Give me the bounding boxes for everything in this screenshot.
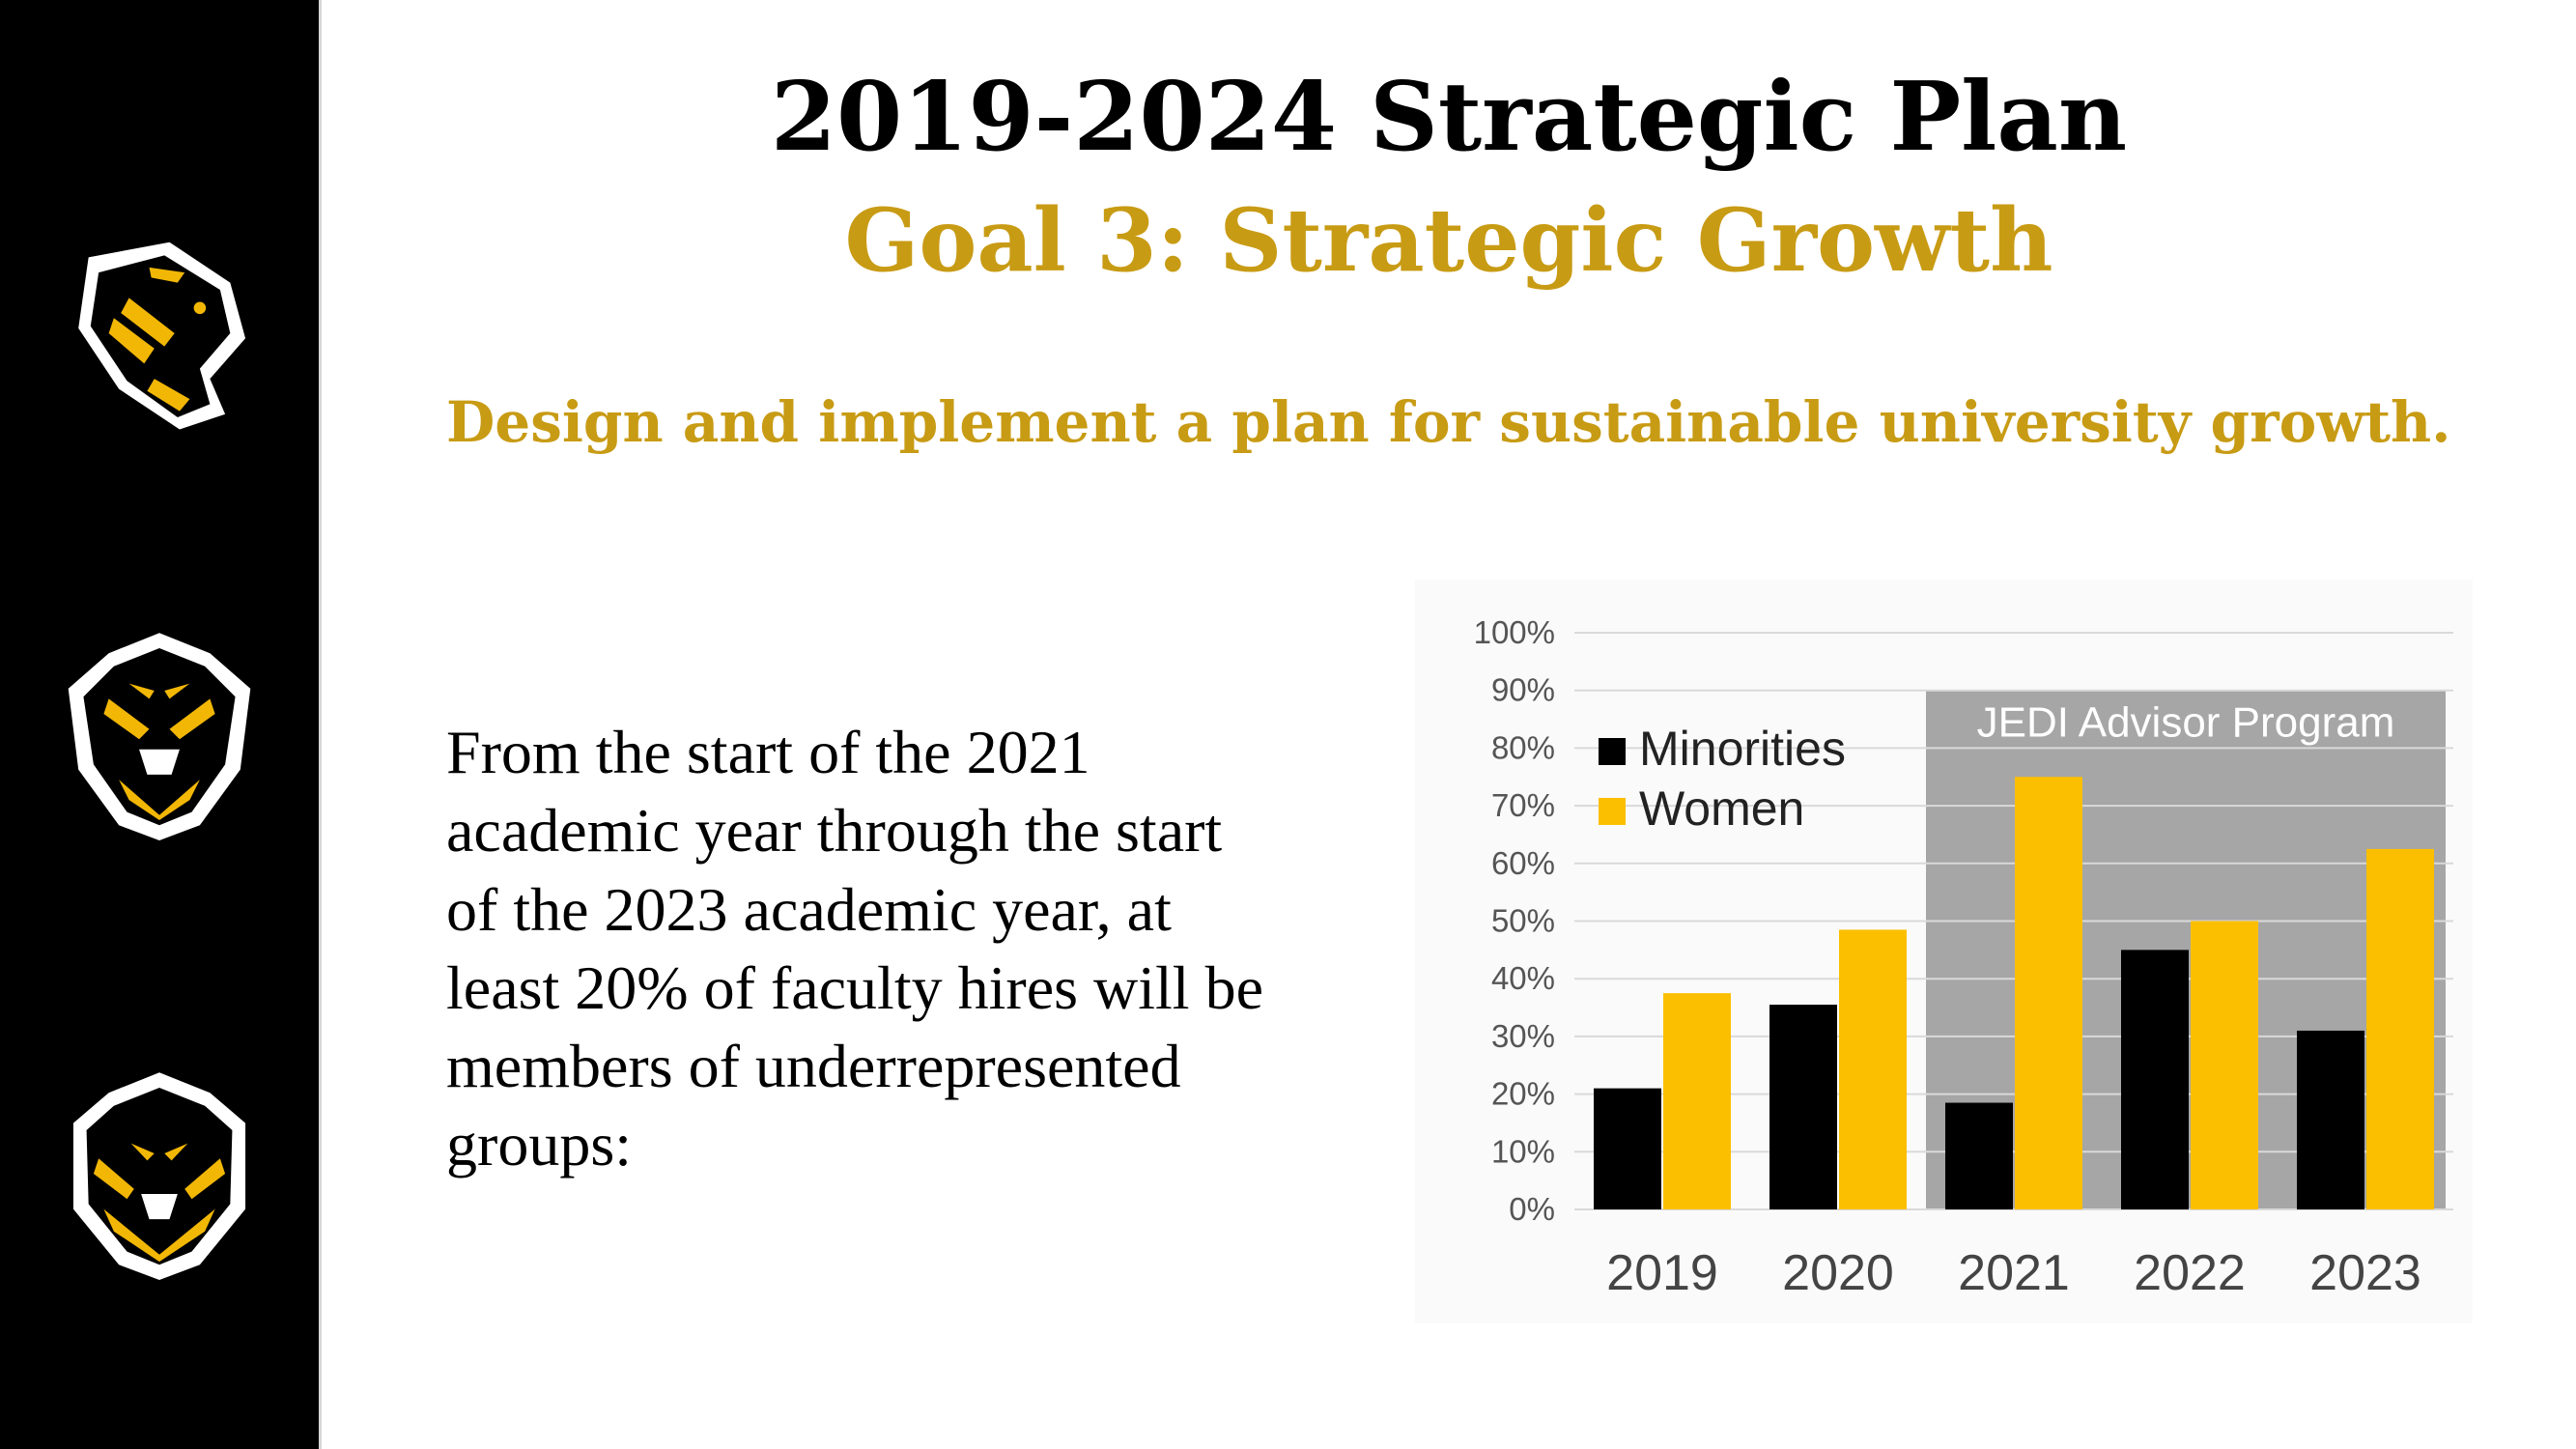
y-tick-label: 50% bbox=[1491, 903, 1555, 939]
bar-minorities-2020 bbox=[1769, 1005, 1837, 1209]
bar-women-2020 bbox=[1839, 929, 1907, 1209]
y-tick-label: 90% bbox=[1491, 672, 1555, 708]
y-tick-label: 0% bbox=[1509, 1191, 1555, 1227]
y-tick-label: 100% bbox=[1474, 614, 1555, 650]
highlight-band-label: JEDI Advisor Program bbox=[1977, 699, 2395, 747]
legend-swatch-minorities bbox=[1599, 738, 1626, 765]
sidebar bbox=[0, 0, 322, 1449]
y-tick-label: 20% bbox=[1491, 1076, 1555, 1112]
goal-heading: Goal 3: Strategic Growth bbox=[844, 189, 2053, 292]
bar-women-2019 bbox=[1663, 993, 1731, 1209]
y-tick-label: 70% bbox=[1491, 787, 1555, 823]
legend-label-minorities: Minorities bbox=[1639, 722, 1846, 776]
bar-women-2021 bbox=[2015, 777, 2082, 1209]
bar-minorities-2019 bbox=[1594, 1088, 1661, 1209]
legend-swatch-women bbox=[1599, 798, 1626, 825]
tiger-logo-icon bbox=[58, 227, 261, 440]
x-tick-label: 2021 bbox=[1958, 1245, 2070, 1301]
x-tick-label: 2023 bbox=[2309, 1245, 2421, 1301]
hiring-bar-chart: 0% 10% 20% 30% 40% 50% 60% 70% 80% 90% 100% JEDI Ad… bbox=[1415, 580, 2473, 1323]
y-tick-label: 40% bbox=[1491, 960, 1555, 996]
bar-women-2022 bbox=[2191, 921, 2258, 1209]
chart-svg: 0% 10% 20% 30% 40% 50% 60% 70% 80% 90% 100% JEDI Ad… bbox=[1474, 614, 2453, 1301]
bar-minorities-2022 bbox=[2121, 950, 2189, 1209]
legend-label-women: Women bbox=[1639, 781, 1804, 836]
slide-title: 2019-2024 Strategic Plan bbox=[770, 62, 2128, 173]
tiger-logo-icon bbox=[58, 628, 261, 840]
x-tick-label: 2022 bbox=[2134, 1245, 2246, 1301]
y-tick-label: 30% bbox=[1491, 1018, 1555, 1054]
y-tick-label: 10% bbox=[1491, 1133, 1555, 1169]
x-tick-label: 2019 bbox=[1606, 1245, 1718, 1301]
body-paragraph: From the start of the 2021 academic year… bbox=[446, 718, 1263, 1179]
bar-women-2023 bbox=[2366, 848, 2434, 1209]
x-tick-label: 2020 bbox=[1782, 1245, 1894, 1301]
y-tick-label: 60% bbox=[1491, 845, 1555, 881]
bar-minorities-2021 bbox=[1945, 1102, 2013, 1209]
goal-description: Design and implement a plan for sustaina… bbox=[446, 389, 2451, 455]
y-tick-label: 80% bbox=[1491, 729, 1555, 765]
bar-minorities-2023 bbox=[2297, 1030, 2364, 1209]
tiger-logo-icon bbox=[58, 1067, 261, 1280]
